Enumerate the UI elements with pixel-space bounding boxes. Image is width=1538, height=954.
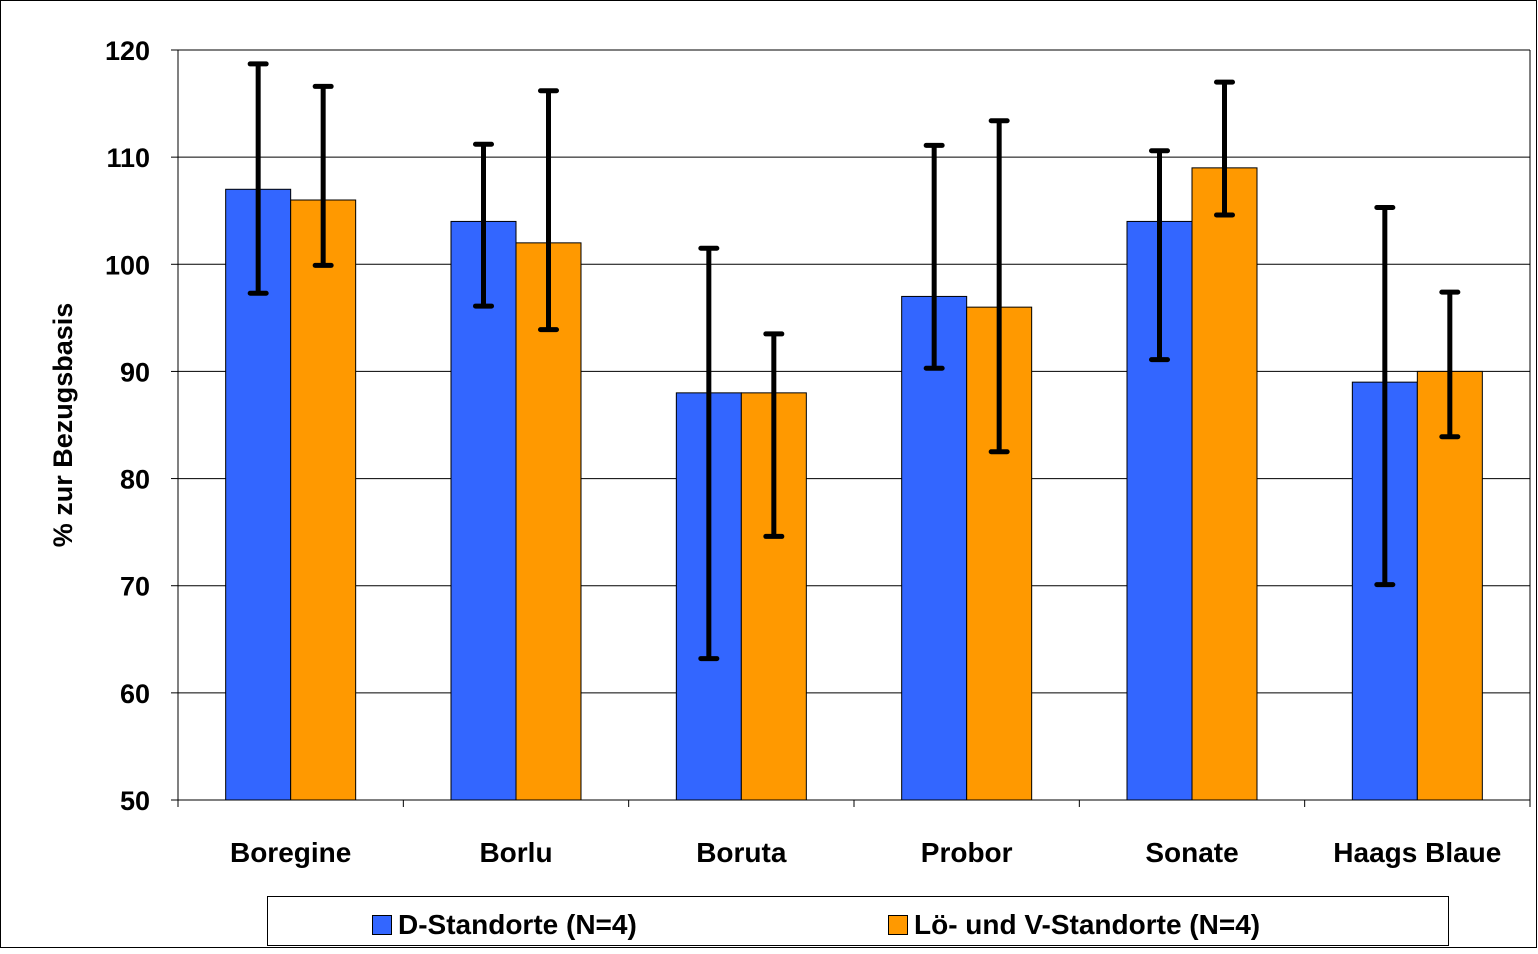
y-tick-label: 100 (105, 250, 150, 280)
x-tick-label: Haags Blaue (1333, 837, 1501, 868)
legend-swatch-series-2 (888, 915, 908, 935)
legend-swatch-series-1 (372, 915, 392, 935)
y-tick-label: 60 (120, 679, 150, 709)
y-tick-label: 90 (120, 357, 150, 387)
y-tick-label: 70 (120, 572, 150, 602)
bar-1-probor (901, 295, 968, 801)
y-tick-label: 50 (120, 786, 150, 816)
x-tick-label: Boruta (696, 837, 787, 868)
bar-2-haags-blaue (1416, 370, 1483, 801)
x-tick-label: Sonate (1145, 837, 1238, 868)
error-bars (247, 61, 1461, 662)
y-tick-label: 80 (120, 465, 150, 495)
x-tick-label: Borlu (479, 837, 552, 868)
bar-2-sonate (1191, 167, 1258, 801)
y-axis-label: % zur Bezugsbasis (48, 303, 78, 548)
axes: 50 60 70 80 90 100 110 120 Boregine Borlu Boruta Pr… (105, 36, 1531, 868)
legend-label-series-1: D-Standorte (N=4) (398, 909, 637, 940)
bar-2-boregine (290, 199, 357, 801)
y-tick-label: 120 (105, 36, 150, 66)
bar-2-borlu (515, 242, 582, 801)
y-tick-label: 110 (106, 143, 150, 173)
x-tick-label: Probor (921, 837, 1013, 868)
x-tick-label: Boregine (230, 837, 351, 868)
legend-item-series-1: D-Standorte (N=4) (372, 909, 637, 941)
legend-item-series-2: Lö- und V-Standorte (N=4) (888, 909, 1260, 941)
gridlines (178, 49, 1531, 800)
legend-label-series-2: Lö- und V-Standorte (N=4) (914, 909, 1261, 940)
legend: D-Standorte (N=4) Lö- und V-Standorte (N… (267, 896, 1449, 946)
